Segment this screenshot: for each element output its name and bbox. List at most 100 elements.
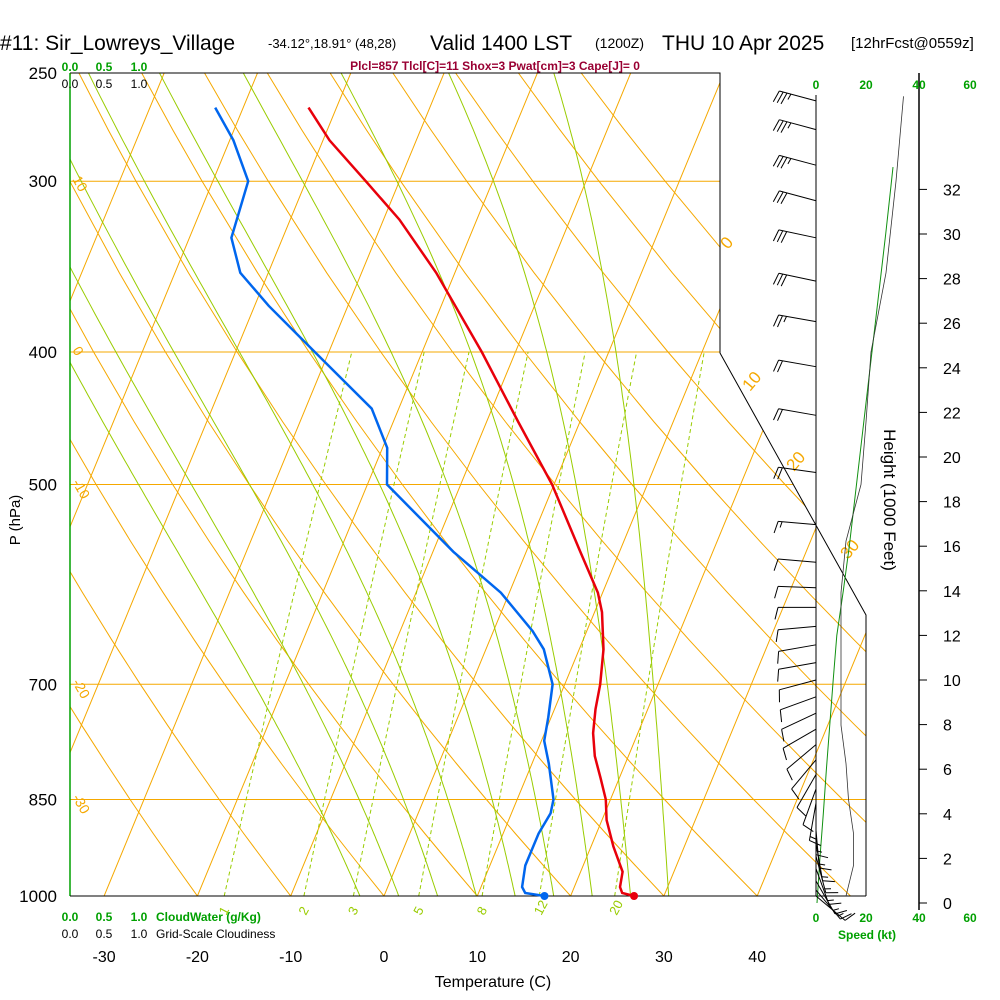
cloudiness-tick-bottom: 1.0 xyxy=(131,927,148,941)
wind-barb xyxy=(773,408,817,421)
wind-barb xyxy=(772,190,817,205)
cloudwater-tick-bottom: 0.0 xyxy=(62,910,79,924)
wind-panel xyxy=(772,73,920,921)
wind-barb xyxy=(777,644,817,664)
temperature-tick-label: 40 xyxy=(748,949,766,966)
stability-indices: Plcl=857 Tlcl[C]=11 Shox=3 Pwat[cm]=3 Ca… xyxy=(350,59,640,73)
mixing-ratio-label: 8 xyxy=(473,904,490,917)
isotherm-line xyxy=(744,73,866,896)
mixing-ratio-label: 5 xyxy=(410,904,427,917)
mixing-ratio-label: 12 xyxy=(531,898,551,918)
height-tick-label: 0 xyxy=(943,896,952,913)
speed-tick-bottom: 60 xyxy=(963,911,977,925)
wind-barb xyxy=(796,774,817,817)
wind-barb xyxy=(774,585,817,599)
height-tick-label: 8 xyxy=(943,718,952,735)
wind-barb xyxy=(786,744,817,781)
mixing-ratio-line xyxy=(614,351,705,896)
mixing-ratio-line xyxy=(481,351,586,896)
dry-adiabat-line xyxy=(266,73,866,896)
wind-barb xyxy=(773,314,817,328)
wind-speed-line xyxy=(840,96,904,897)
height-axis-label: Height (1000 Feet) xyxy=(880,429,899,571)
dry-adiabat-label: -20 xyxy=(69,676,93,702)
moist-adiabat-line xyxy=(133,73,522,896)
station-coords: -34.12°,18.91° (48,28) xyxy=(268,36,396,51)
isotherm-line xyxy=(371,73,745,896)
speed-tick-top: 40 xyxy=(912,78,926,92)
wind-barb xyxy=(808,802,821,846)
wind-barb xyxy=(773,520,817,534)
speed-tick-bottom: 0 xyxy=(813,911,820,925)
speed-tick-top: 0 xyxy=(813,78,820,92)
valid-date: THU 10 Apr 2025 xyxy=(662,32,824,55)
dry-adiabat-line xyxy=(70,73,498,896)
wind-barb xyxy=(802,788,817,833)
moist-adiabat-line xyxy=(216,73,560,896)
temperature-tick-label: -30 xyxy=(93,949,116,966)
dry-adiabat-line xyxy=(141,73,781,896)
wind-barb xyxy=(772,229,817,243)
dry-adiabat-line xyxy=(204,73,866,896)
moist-adiabat-line xyxy=(424,73,634,896)
height-tick-label: 12 xyxy=(943,628,961,645)
cloudwater-tick-top: 0.5 xyxy=(96,60,113,74)
moist-adiabat-line xyxy=(70,73,410,896)
surface-dewpoint-dot xyxy=(540,892,549,900)
height-tick-label: 30 xyxy=(943,227,961,244)
utc-time: (1200Z) xyxy=(595,35,644,51)
wind-barb xyxy=(815,830,832,871)
temperature-tick-label: 10 xyxy=(468,949,486,966)
dry-adiabat-line xyxy=(517,73,866,896)
wind-barb xyxy=(773,466,817,480)
mixing-ratio-label: 3 xyxy=(345,904,362,917)
cloudiness-tick-top: 0.0 xyxy=(62,77,79,91)
wind-barb xyxy=(815,816,829,859)
wind-barb xyxy=(815,895,856,921)
dry-adiabat-line xyxy=(455,73,866,896)
sounding-profiles xyxy=(214,106,639,900)
plot-frame xyxy=(69,72,867,897)
temperature-line xyxy=(307,106,635,898)
dry-adiabat-label: 10 xyxy=(69,173,91,195)
height-curve xyxy=(816,167,894,904)
wind-barb xyxy=(778,679,817,703)
pressure-tick-label: 400 xyxy=(29,343,57,362)
height-tick-label: 16 xyxy=(943,539,961,556)
moist-adiabat-line xyxy=(70,73,373,896)
pressure-tick-label: 300 xyxy=(29,172,57,191)
isotherm-line xyxy=(184,73,559,896)
pressure-tick-label: 250 xyxy=(29,64,57,83)
axes: 0.00.00.50.51.01.00.00.00.50.51.01.02503… xyxy=(19,60,977,966)
pressure-tick-label: 850 xyxy=(29,791,57,810)
wind-barb xyxy=(772,90,817,105)
wind-speed-label: Speed (kt) xyxy=(838,928,896,942)
moist-adiabat-line xyxy=(70,73,485,896)
pressure-tick-label: 500 xyxy=(29,476,57,495)
cloudwater-tick-bottom: 0.5 xyxy=(96,910,113,924)
height-tick-label: 28 xyxy=(943,272,961,289)
height-tick-label: 2 xyxy=(943,851,952,868)
temperature-tick-label: -10 xyxy=(279,949,302,966)
mixing-ratio-label: 2 xyxy=(295,904,312,917)
isotherm-line xyxy=(91,73,466,896)
temperature-tick-label: 30 xyxy=(655,949,673,966)
x-axis-label: Temperature (C) xyxy=(435,974,551,991)
speed-tick-bottom: 40 xyxy=(912,911,926,925)
wind-barb xyxy=(775,625,817,642)
wind-barb xyxy=(815,843,835,883)
height-tick-label: 10 xyxy=(943,673,961,690)
wind-barb xyxy=(777,662,817,682)
height-tick-label: 20 xyxy=(943,450,961,467)
pressure-tick-label: 700 xyxy=(29,675,57,694)
speed-tick-top: 20 xyxy=(859,78,873,92)
height-tick-label: 26 xyxy=(943,316,961,333)
cloudiness-tick-bottom: 0.5 xyxy=(96,927,113,941)
cloudwater-tick-top: 1.0 xyxy=(131,60,148,74)
isotherm-line xyxy=(70,73,186,896)
moist-adiabat-line xyxy=(314,73,597,896)
moist-adiabat-line xyxy=(70,73,448,896)
cloudiness-tick-bottom: 0.0 xyxy=(62,927,79,941)
dry-adiabat-label: -30 xyxy=(69,791,93,817)
mixing-ratio-line xyxy=(223,351,353,896)
